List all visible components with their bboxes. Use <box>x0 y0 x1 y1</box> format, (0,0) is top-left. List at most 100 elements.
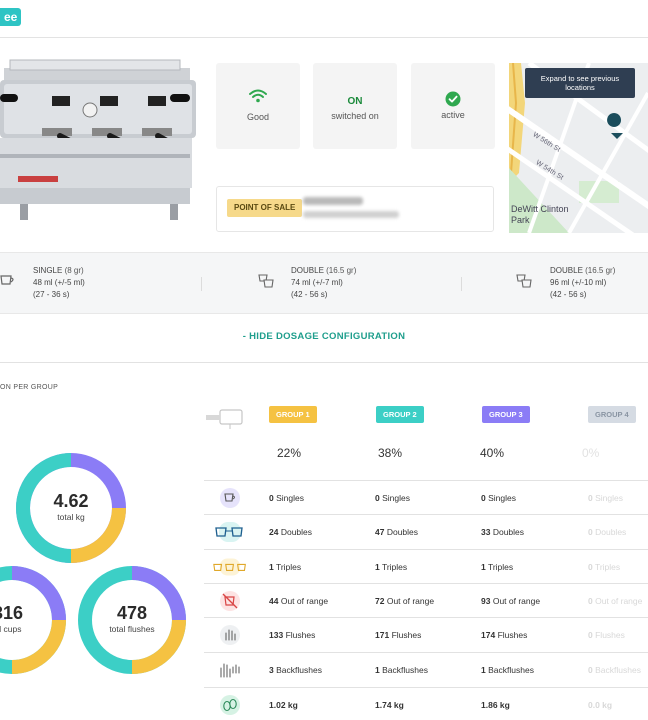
cell-value: 1 <box>269 562 274 572</box>
dosage-weight: (16.5 gr) <box>326 266 357 275</box>
table-row-divider <box>204 617 648 618</box>
power-value: ON <box>347 96 363 107</box>
cell-value: 1 <box>481 562 486 572</box>
cell-label: Triples <box>275 562 302 572</box>
group-2-flushes-cell: 171 Flushes <box>375 630 421 640</box>
group-4-percent: 0% <box>582 446 600 460</box>
total-flushes-value: 478 <box>116 603 148 623</box>
group-4-out-of-range-cell: 0 Out of range <box>588 596 642 606</box>
group-3-triples-cell: 1 Triples <box>481 562 513 572</box>
cell-value: 1.74 kg <box>375 700 404 710</box>
cell-label: Backflushes <box>382 665 428 675</box>
total-flushes-label: 478 total flushes <box>97 603 167 634</box>
group-3-percent: 40% <box>480 446 505 460</box>
double-cup-icon <box>516 273 534 294</box>
total-cups-value: 316 <box>0 603 24 623</box>
group-2-badge[interactable]: GROUP 2 <box>376 406 424 423</box>
cell-label: Out of range <box>280 596 329 606</box>
cell-value: 0 <box>588 630 593 640</box>
group-3-singles-cell: 0 Singles <box>481 493 516 503</box>
cell-value: 47 <box>375 527 385 537</box>
dosage-item: DOUBLE (16.5 gr) 74 ml (+/-7 ml) (42 - 5… <box>291 265 356 301</box>
power-status-card: ON switched on <box>313 63 397 149</box>
cell-label: Flushes <box>497 630 528 640</box>
cell-label: Flushes <box>595 630 625 640</box>
section-title: ON PER GROUP <box>0 384 59 391</box>
group-1-badge[interactable]: GROUP 1 <box>269 406 317 423</box>
dosage-item: SINGLE (8 gr) 48 ml (+/-5 ml) (27 - 36 s… <box>33 265 85 301</box>
table-row-divider <box>204 514 648 515</box>
triple-cup-icon <box>213 555 247 579</box>
group-3-flushes-cell: 174 Flushes <box>481 630 527 640</box>
cell-value: 1 <box>481 665 486 675</box>
wifi-icon <box>216 89 300 105</box>
group-4-doubles-cell: 0 Doubles <box>588 527 626 537</box>
cell-label: Backflushes <box>488 665 534 675</box>
dosage-name: DOUBLE <box>291 266 324 275</box>
group-2-kg-cell: 1.74 kg <box>375 700 404 710</box>
total-cups-label: 316 al cups <box>0 603 38 634</box>
app-logo[interactable]: ee <box>0 8 22 26</box>
dosage-name: SINGLE <box>33 266 63 275</box>
total-kg-donut <box>16 453 126 563</box>
group-1-backflushes-cell: 3 Backflushes <box>269 665 322 675</box>
location-map[interactable]: Expand to see previous locations W 56th … <box>509 63 648 233</box>
cell-label: Doubles <box>386 527 419 537</box>
group-1-singles-cell: 0 Singles <box>269 493 304 503</box>
cell-value: 0 <box>481 493 486 503</box>
map-expand-tooltip[interactable]: Expand to see previous locations <box>525 68 635 98</box>
total-flushes-caption: total flushes <box>109 624 155 634</box>
group-1-percent: 22% <box>277 446 302 460</box>
point-of-sale-box[interactable]: POINT OF SALE <box>216 186 494 232</box>
group-3-backflushes-cell: 1 Backflushes <box>481 665 534 675</box>
cell-label: Singles <box>382 493 410 503</box>
single-cup-icon <box>213 486 247 510</box>
cell-value: 0.0 kg <box>588 700 613 710</box>
cell-value: 0 <box>375 493 380 503</box>
cell-value: 1.02 kg <box>269 700 298 710</box>
cell-value: 44 <box>269 596 279 606</box>
dosage-time: (27 - 36 s) <box>33 290 70 299</box>
group-3-badge[interactable]: GROUP 3 <box>482 406 530 423</box>
dosage-volume: 96 ml (+/-10 ml) <box>550 278 607 287</box>
point-of-sale-name-redacted <box>303 197 363 205</box>
dosage-configuration: SINGLE (8 gr) 48 ml (+/-5 ml) (27 - 36 s… <box>0 252 648 314</box>
cell-value: 0 <box>588 493 593 503</box>
map-park-label: DeWitt Clinton Park <box>511 204 569 225</box>
cell-value: 93 <box>481 596 491 606</box>
cell-value: 171 <box>375 630 390 640</box>
group-1-flushes-cell: 133 Flushes <box>269 630 315 640</box>
power-label: switched on <box>331 111 379 121</box>
group-4-kg-cell: 0.0 kg <box>588 700 612 710</box>
dosage-volume: 48 ml (+/-5 ml) <box>33 278 85 287</box>
cell-label: Doubles <box>595 527 627 537</box>
out-of-range-icon <box>213 589 247 613</box>
dosage-time: (42 - 56 s) <box>291 290 328 299</box>
cell-label: Triples <box>487 562 514 572</box>
table-row-divider <box>204 687 648 688</box>
group-1-out-of-range-cell: 44 Out of range <box>269 596 328 606</box>
cell-value: 3 <box>269 665 274 675</box>
group-2-doubles-cell: 47 Doubles <box>375 527 418 537</box>
cell-label: Singles <box>488 493 516 503</box>
cell-value: 0 <box>588 527 593 537</box>
cell-label: Out of range <box>492 596 541 606</box>
cell-label: Triples <box>381 562 408 572</box>
top-bar: ee <box>0 0 648 38</box>
group-4-flushes-cell: 0 Flushes <box>588 630 625 640</box>
group-4-badge[interactable]: GROUP 4 <box>588 406 636 423</box>
hide-dosage-configuration-link[interactable]: - HIDE DOSAGE CONFIGURATION <box>242 331 406 342</box>
group-1-doubles-cell: 24 Doubles <box>269 527 312 537</box>
dosage-weight: (16.5 gr) <box>585 266 616 275</box>
check-circle-icon <box>411 91 495 107</box>
point-of-sale-address-redacted <box>303 211 399 218</box>
cell-value: 1.86 kg <box>481 700 510 710</box>
total-kg-label: 4.62 total kg <box>36 491 106 522</box>
dosage-volume: 74 ml (+/-7 ml) <box>291 278 343 287</box>
cell-label: Out of range <box>386 596 435 606</box>
table-row-divider <box>204 480 648 481</box>
cell-label: Doubles <box>492 527 525 537</box>
table-row-divider <box>204 549 648 550</box>
group-3-doubles-cell: 33 Doubles <box>481 527 524 537</box>
